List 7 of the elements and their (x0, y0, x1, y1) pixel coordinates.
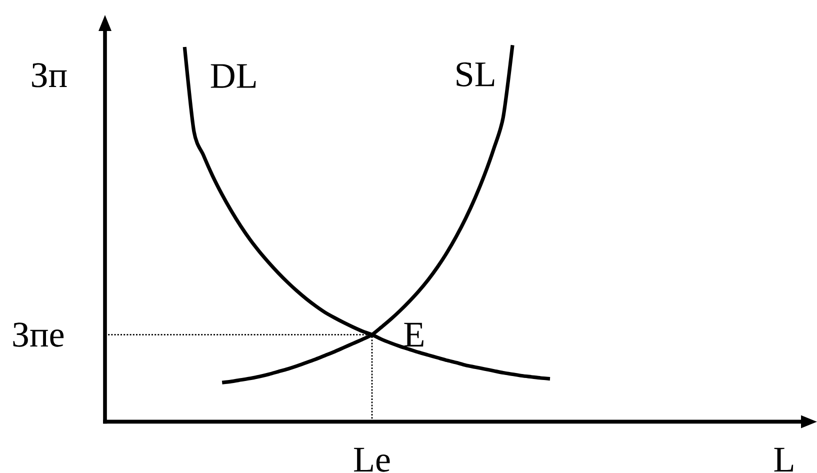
text: Le (354, 448, 390, 472)
ref-line-label: Зпе (13, 322, 64, 347)
y-axis-title: Зп (32, 63, 67, 88)
series-label: SL (456, 62, 494, 87)
series-label: DL (210, 64, 256, 88)
x-axis-title: L (774, 448, 794, 472)
annotation: E (404, 322, 424, 346)
